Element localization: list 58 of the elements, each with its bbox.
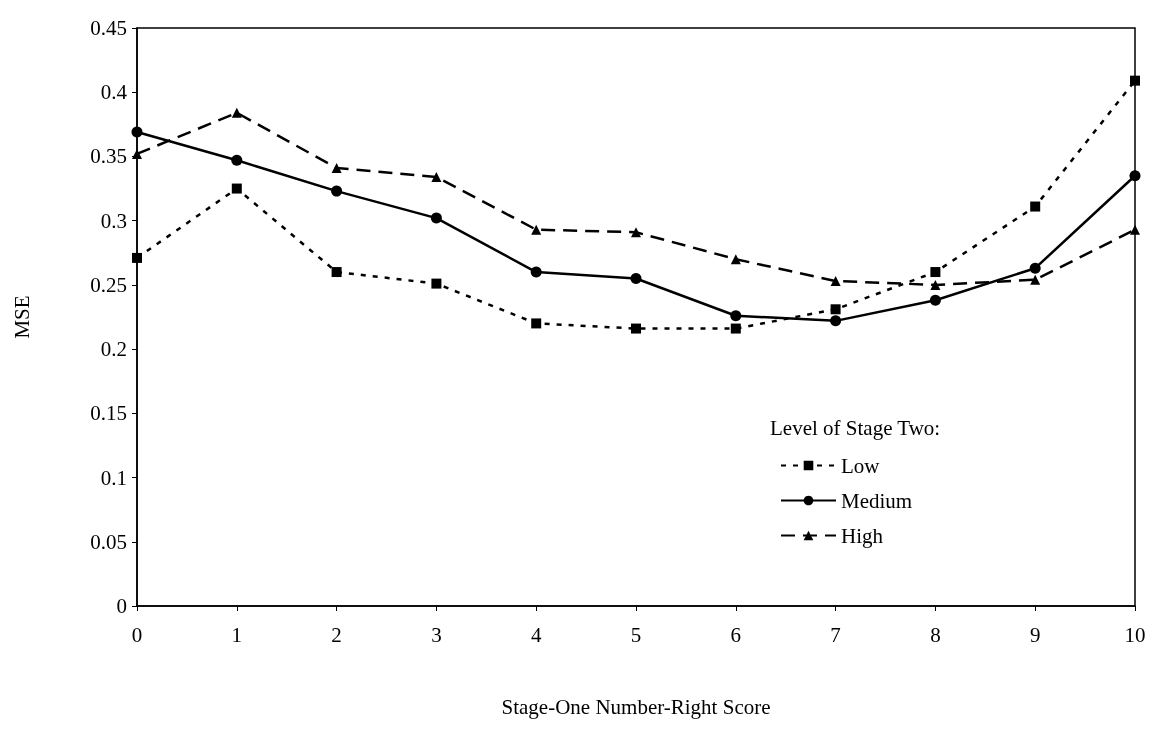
point [631,323,641,334]
x-tick-label: 3 [431,622,442,647]
point [1029,262,1041,274]
x-tick-label: 6 [730,622,742,647]
point [531,318,542,329]
point [830,304,841,315]
legend-label: Low [841,453,881,478]
x-tick-label: 10 [1124,622,1146,647]
point [431,278,442,289]
y-tick-label: 0.1 [100,465,127,490]
y-tick-label: 0.4 [100,80,128,105]
point [231,183,242,194]
point [730,310,742,322]
y-tick-label: 0.2 [100,337,127,362]
point [1129,170,1141,182]
point [730,254,741,265]
point [131,126,143,138]
point [730,323,741,334]
x-axis-title: Stage-One Number-Right Score [501,694,771,719]
x-tick-label: 2 [331,622,342,647]
point [1130,75,1140,86]
point [132,252,142,263]
x-tick-label: 1 [231,622,243,647]
point [1030,274,1041,285]
point [930,267,941,278]
y-tick-label: 0 [116,594,127,618]
x-tick-label: 4 [530,622,542,647]
point [1130,224,1140,235]
y-tick-label: 0.25 [90,272,127,297]
y-tick-label: 0.05 [90,529,127,554]
point [331,267,342,278]
point [430,212,442,224]
y-tick-label: 0.45 [90,16,127,40]
legend-label: High [841,523,884,548]
x-tick-label: 5 [630,622,642,647]
point [830,315,842,327]
y-tick-label: 0.35 [90,144,127,169]
point [1030,201,1041,212]
point [531,224,542,235]
x-tick-label: 8 [930,622,941,647]
y-tick-label: 0.15 [90,401,127,426]
point [231,154,243,166]
y-tick-label: 0.3 [100,208,127,233]
point [630,272,642,284]
point [929,294,941,306]
legend-title: Level of Stage Two: [770,415,941,440]
point [530,266,542,278]
point [331,163,342,173]
point [431,172,442,182]
point [631,227,641,238]
point [331,185,343,197]
point [231,107,242,118]
x-tick-label: 9 [1029,622,1041,647]
y-axis-title: MSE [9,295,34,339]
point [830,276,841,287]
x-tick-label: 7 [830,622,841,647]
legend-label: Medium [841,488,913,513]
point [930,279,941,290]
